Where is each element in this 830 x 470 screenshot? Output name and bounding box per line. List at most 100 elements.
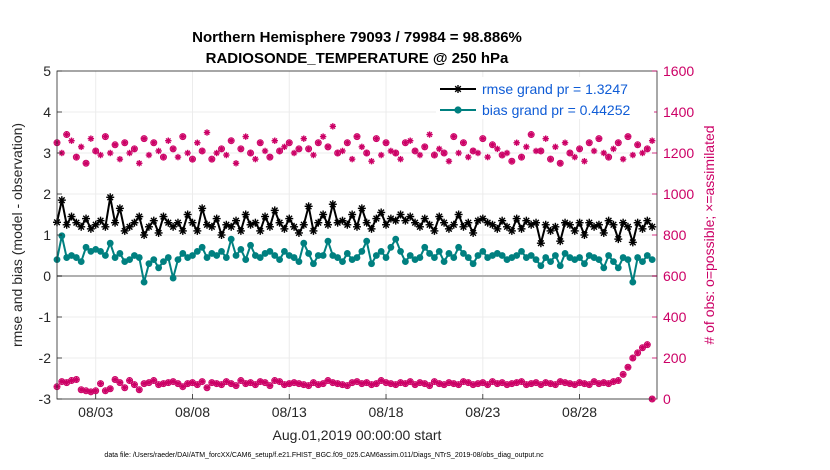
obs-possible-point <box>634 349 642 357</box>
obs-possible-cross <box>393 382 399 388</box>
bias-point <box>111 254 119 261</box>
obs-possible-cross <box>552 382 558 388</box>
rmse-point <box>275 218 284 227</box>
rmse-point <box>623 222 632 231</box>
rmse-point <box>178 226 187 235</box>
bias-point <box>401 258 409 266</box>
obs-possible-point <box>305 382 313 390</box>
obs-assimilated-cross <box>325 144 331 150</box>
rmse-point <box>536 239 545 248</box>
obs-assimilated-point <box>111 141 119 149</box>
obs-assimilated-cross <box>480 136 486 142</box>
obs-assimilated-point <box>416 151 424 159</box>
data-file-footer: data file: /Users/raeder/DAI/ATM_forcXX/… <box>104 452 544 459</box>
obs-possible-point <box>92 387 100 395</box>
obs-possible-cross <box>538 382 544 388</box>
bias-point <box>377 248 385 255</box>
obs-possible-cross <box>364 380 370 386</box>
obs-assimilated-point <box>561 139 569 146</box>
obs-possible-cross <box>368 382 375 388</box>
rmse-point <box>372 214 381 223</box>
rmse-point <box>106 193 115 202</box>
obs-possible-point <box>406 378 414 386</box>
obs-possible-cross <box>465 380 471 386</box>
obs-assimilated-cross <box>489 142 496 148</box>
obs-possible-cross <box>102 388 108 394</box>
obs-possible-point <box>130 381 138 389</box>
obs-assimilated-cross <box>112 142 118 148</box>
obs-assimilated-cross <box>160 154 167 160</box>
bias-point <box>276 256 283 263</box>
rmse-point <box>290 222 299 231</box>
obs-possible-point <box>643 341 651 349</box>
obs-assimilated-point <box>648 137 656 144</box>
y2-tick-label: 400 <box>663 309 687 325</box>
bias-point <box>266 248 274 255</box>
obs-possible-cross <box>306 383 312 389</box>
bias-point <box>353 254 361 261</box>
obs-possible-point <box>319 380 327 388</box>
obs-possible-cross <box>97 381 104 387</box>
obs-assimilated-point <box>208 155 216 163</box>
obs-assimilated-cross <box>64 131 70 138</box>
rmse-point <box>261 212 270 221</box>
rmse-point <box>294 228 303 237</box>
obs-assimilated-point <box>421 143 429 151</box>
obs-assimilated-cross <box>441 150 447 156</box>
rmse-point <box>82 214 91 223</box>
obs-assimilated-point <box>310 151 317 159</box>
legend-bias-marker <box>454 106 462 114</box>
bias-point <box>421 243 429 251</box>
obs-assimilated-point <box>397 155 404 163</box>
obs-assimilated-cross <box>354 134 360 140</box>
bias-point <box>77 258 85 266</box>
y2-tick-label: 1000 <box>663 186 694 202</box>
rmse-point <box>391 216 400 225</box>
bias-point <box>648 256 656 263</box>
y-tick-label: 2 <box>43 186 51 202</box>
obs-possible-cross <box>233 383 239 389</box>
rmse-point <box>232 216 241 225</box>
obs-assimilated-point <box>508 157 516 165</box>
obs-possible-cross <box>451 381 457 387</box>
obs-assimilated-point <box>305 145 313 153</box>
obs-possible-cross <box>218 382 225 388</box>
obs-possible-point <box>72 376 80 384</box>
obs-possible-cross <box>73 376 79 383</box>
obs-possible-point <box>638 344 646 352</box>
bias-point <box>222 254 230 261</box>
bias-point <box>469 260 477 268</box>
rmse-point <box>464 218 473 227</box>
bias-point <box>101 252 109 259</box>
obs-assimilated-point <box>116 155 124 163</box>
rmse-point <box>67 212 76 221</box>
obs-assimilated-cross <box>528 131 534 138</box>
obs-possible-cross <box>291 380 297 386</box>
obs-assimilated-point <box>285 139 293 147</box>
obs-possible-cross <box>189 380 196 386</box>
obs-assimilated-point <box>430 151 438 159</box>
obs-assimilated-cross <box>383 140 389 146</box>
obs-possible-cross <box>320 381 326 387</box>
rmse-point <box>425 220 434 229</box>
obs-assimilated-point <box>639 149 646 157</box>
rmse-point <box>594 220 603 229</box>
obs-assimilated-point <box>247 149 255 157</box>
rmse-point <box>164 218 173 227</box>
obs-possible-cross <box>180 384 186 390</box>
y2-tick-label: 1200 <box>663 145 694 161</box>
rmse-point <box>183 210 192 219</box>
obs-assimilated-point <box>629 151 637 159</box>
obs-possible-cross <box>412 382 418 388</box>
bias-point <box>595 256 603 263</box>
obs-assimilated-cross <box>596 136 602 142</box>
obs-possible-cross <box>335 381 341 387</box>
y-tick-label: 1 <box>43 227 51 243</box>
rmse-point <box>415 222 424 231</box>
obs-possible-cross <box>223 378 229 385</box>
obs-assimilated-point <box>614 139 622 147</box>
obs-assimilated-point <box>126 149 133 157</box>
obs-assimilated-point <box>436 145 443 153</box>
obs-assimilated-cross <box>518 154 525 160</box>
obs-possible-cross <box>518 378 525 385</box>
